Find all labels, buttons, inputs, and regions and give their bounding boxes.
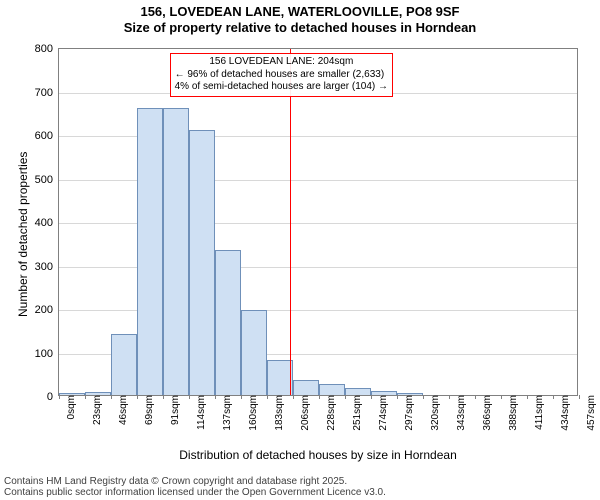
y-tick-label: 400 bbox=[35, 217, 59, 229]
histogram-bar bbox=[137, 108, 163, 395]
y-tick-label: 100 bbox=[35, 348, 59, 360]
x-tick-mark bbox=[475, 395, 476, 399]
x-tick-mark bbox=[371, 395, 372, 399]
histogram-bar bbox=[111, 334, 137, 395]
x-tick-mark bbox=[449, 395, 450, 399]
x-tick-mark bbox=[293, 395, 294, 399]
x-tick-label: 228sqm bbox=[322, 395, 337, 431]
x-tick-mark bbox=[85, 395, 86, 399]
x-tick-mark bbox=[59, 395, 60, 399]
x-tick-mark bbox=[241, 395, 242, 399]
x-tick-mark bbox=[345, 395, 346, 399]
x-tick-label: 0sqm bbox=[62, 395, 77, 419]
y-tick-label: 500 bbox=[35, 174, 59, 186]
x-tick-label: 251sqm bbox=[348, 395, 363, 431]
callout-line-smaller: ← 96% of detached houses are smaller (2,… bbox=[175, 69, 388, 82]
y-tick-label: 600 bbox=[35, 130, 59, 142]
x-tick-label: 297sqm bbox=[400, 395, 415, 431]
histogram-bar bbox=[215, 250, 241, 395]
histogram-bar bbox=[241, 310, 267, 395]
x-tick-label: 411sqm bbox=[530, 395, 545, 430]
attribution-footer: Contains HM Land Registry data © Crown c… bbox=[0, 474, 390, 500]
x-tick-mark bbox=[423, 395, 424, 399]
x-tick-mark bbox=[137, 395, 138, 399]
x-tick-mark bbox=[189, 395, 190, 399]
plot-wrap: 0 100 200 300 400 500 600 700 800 0sqm 23sqm 46sqm 6… bbox=[0, 0, 600, 500]
y-tick-label: 0 bbox=[47, 391, 59, 403]
x-tick-mark bbox=[579, 395, 580, 399]
x-tick-label: 434sqm bbox=[556, 395, 571, 431]
x-tick-label: 114sqm bbox=[192, 395, 207, 430]
histogram-bar bbox=[189, 130, 215, 395]
x-tick-label: 343sqm bbox=[452, 395, 467, 431]
x-tick-label: 23sqm bbox=[88, 395, 103, 425]
y-tick-label: 700 bbox=[35, 87, 59, 99]
x-tick-label: 388sqm bbox=[504, 395, 519, 431]
y-tick-label: 200 bbox=[35, 304, 59, 316]
x-tick-label: 69sqm bbox=[140, 395, 155, 425]
x-tick-mark bbox=[501, 395, 502, 399]
histogram-bar bbox=[319, 384, 345, 395]
x-tick-label: 183sqm bbox=[270, 395, 285, 431]
footer-line1: Contains HM Land Registry data © Crown c… bbox=[4, 476, 386, 487]
histogram-bar bbox=[163, 108, 189, 395]
reference-line bbox=[290, 49, 291, 395]
x-tick-label: 457sqm bbox=[582, 395, 597, 431]
x-tick-label: 206sqm bbox=[296, 395, 311, 431]
histogram-bar bbox=[293, 380, 319, 395]
x-tick-mark bbox=[267, 395, 268, 399]
x-tick-mark bbox=[111, 395, 112, 399]
x-tick-label: 91sqm bbox=[166, 395, 181, 425]
x-tick-mark bbox=[215, 395, 216, 399]
x-tick-mark bbox=[163, 395, 164, 399]
y-axis-label: Number of detached properties bbox=[16, 152, 30, 317]
callout-title: 156 LOVEDEAN LANE: 204sqm bbox=[175, 56, 388, 69]
x-tick-mark bbox=[319, 395, 320, 399]
footer-line2: Contains public sector information licen… bbox=[4, 487, 386, 498]
x-tick-label: 320sqm bbox=[426, 395, 441, 431]
x-tick-label: 160sqm bbox=[244, 395, 259, 431]
x-tick-mark bbox=[527, 395, 528, 399]
plot-area: 01002003004005006007008000sqm23sqm46sqm6… bbox=[58, 48, 578, 396]
x-tick-mark bbox=[397, 395, 398, 399]
x-tick-label: 137sqm bbox=[218, 395, 233, 431]
callout-box: 156 LOVEDEAN LANE: 204sqm← 96% of detach… bbox=[170, 53, 393, 97]
y-tick-label: 300 bbox=[35, 261, 59, 273]
x-tick-mark bbox=[553, 395, 554, 399]
x-tick-label: 274sqm bbox=[374, 395, 389, 431]
x-tick-label: 366sqm bbox=[478, 395, 493, 431]
callout-line-larger: 4% of semi-detached houses are larger (1… bbox=[175, 81, 388, 94]
x-axis-label: Distribution of detached houses by size … bbox=[58, 448, 578, 462]
y-tick-label: 800 bbox=[35, 43, 59, 55]
x-tick-label: 46sqm bbox=[114, 395, 129, 425]
